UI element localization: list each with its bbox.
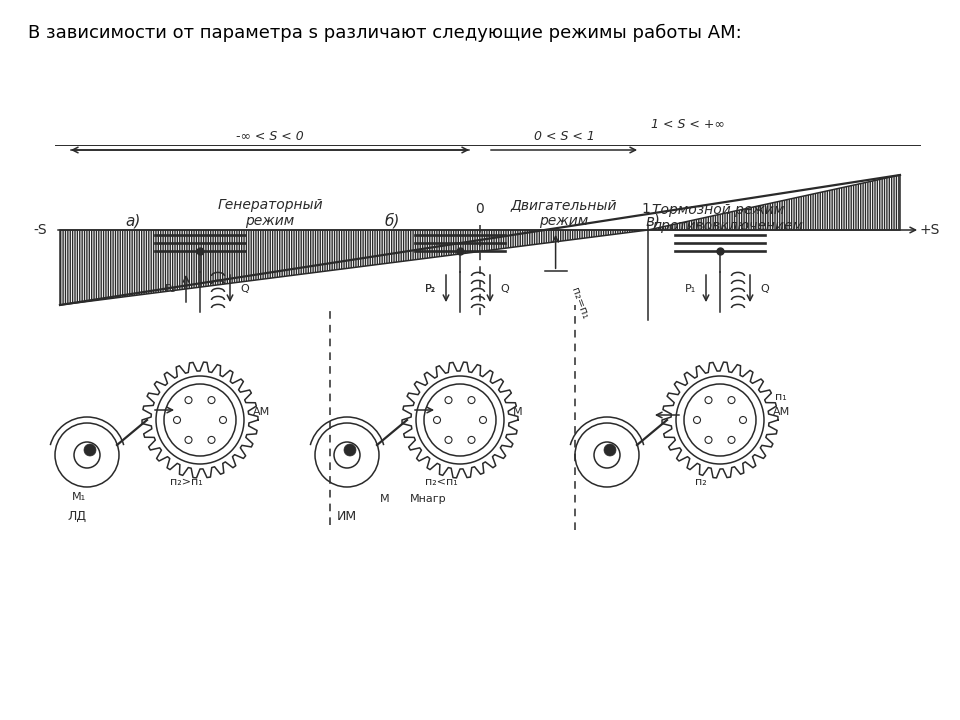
Circle shape: [344, 444, 356, 456]
Text: 0: 0: [475, 202, 485, 216]
Text: п₂=п₁: п₂=п₁: [569, 287, 590, 320]
Text: ИМ: ИМ: [337, 510, 357, 523]
Text: 0 < S < 1: 0 < S < 1: [534, 130, 594, 143]
Text: Q: Q: [240, 284, 249, 294]
Text: М: М: [513, 407, 522, 417]
Circle shape: [84, 444, 96, 456]
Text: АМ: АМ: [253, 407, 271, 417]
Text: п₁: п₁: [775, 392, 787, 402]
Text: В зависимости от параметра s различают следующие режимы работы АМ:: В зависимости от параметра s различают с…: [28, 24, 742, 42]
Text: ЛД: ЛД: [67, 510, 86, 523]
Text: п₂: п₂: [695, 477, 707, 487]
Text: -∞ < S < 0: -∞ < S < 0: [236, 130, 304, 143]
Text: М₁: М₁: [72, 492, 86, 502]
Text: М: М: [380, 494, 390, 504]
Text: 1: 1: [641, 202, 651, 216]
Text: -S: -S: [34, 223, 47, 237]
Text: +S: +S: [920, 223, 940, 237]
Circle shape: [604, 444, 616, 456]
Text: а): а): [125, 213, 140, 228]
Text: п₂<п₁: п₂<п₁: [425, 477, 458, 487]
Text: в): в): [645, 213, 660, 228]
Text: б): б): [385, 212, 400, 228]
Text: АМ: АМ: [773, 407, 790, 417]
Text: Генераторный
режим: Генераторный режим: [217, 198, 323, 228]
Text: Мнагр: Мнагр: [410, 494, 446, 504]
Text: Q: Q: [500, 284, 509, 294]
Text: Q: Q: [760, 284, 769, 294]
Text: п₂>п₁: п₂>п₁: [170, 477, 203, 487]
Text: Тормозной режим
противовключением: Тормозной режим противовключением: [652, 203, 803, 233]
Text: P₂: P₂: [424, 284, 436, 294]
Text: Двигательный
режим: Двигательный режим: [511, 198, 617, 228]
Text: P₂: P₂: [165, 284, 176, 294]
Text: P₁: P₁: [424, 284, 436, 294]
Text: P₁: P₁: [684, 284, 696, 294]
Text: 1 < S < +∞: 1 < S < +∞: [651, 118, 725, 131]
